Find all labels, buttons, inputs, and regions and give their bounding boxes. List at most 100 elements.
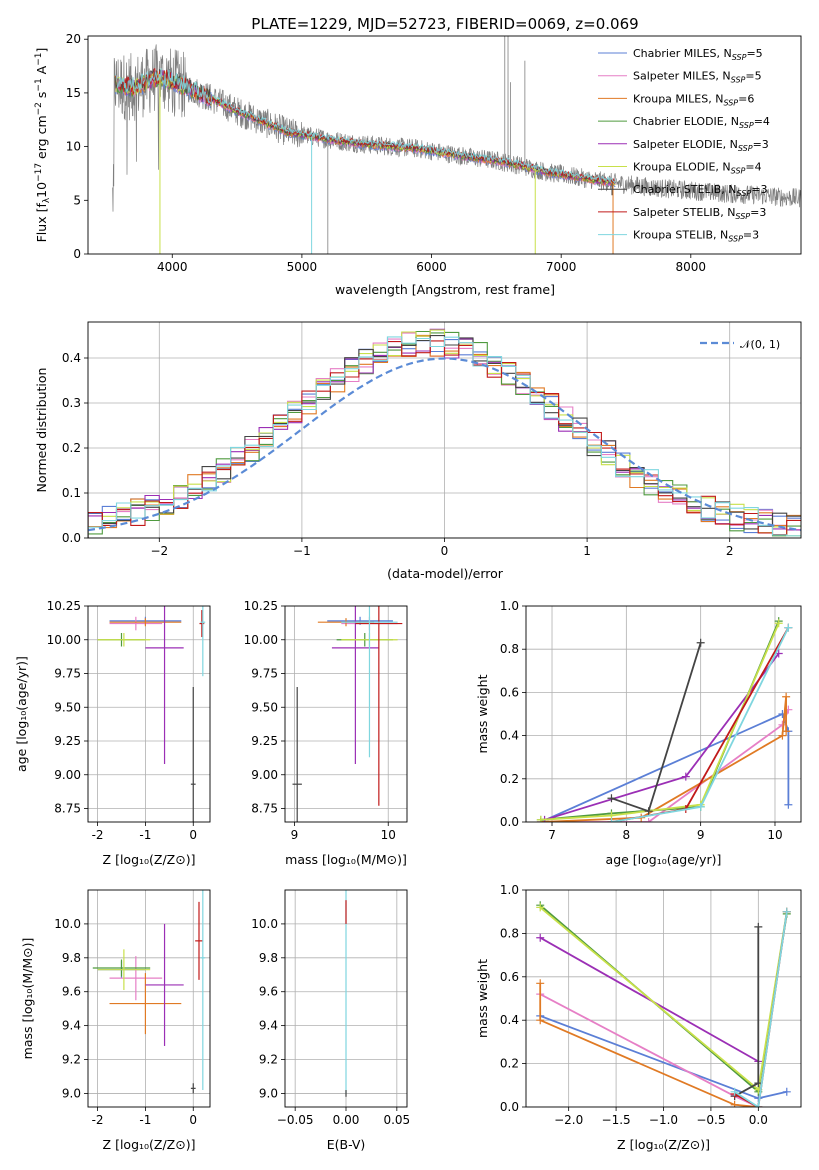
y-tick-label: 9.2 xyxy=(259,1053,278,1067)
weight-marker-kroupa-miles xyxy=(730,1100,739,1107)
x-tick-label: 0.0 xyxy=(749,1113,768,1127)
x-tick-label: 7000 xyxy=(546,260,577,274)
axes-frame xyxy=(87,321,802,539)
legend-subscript: SSP xyxy=(731,76,746,85)
legend-subscript: SSP xyxy=(738,144,753,153)
x-tick-label: 1 xyxy=(583,544,591,558)
y-tick-label: 9.8 xyxy=(62,951,81,965)
y-tick-label: 10 xyxy=(66,140,81,154)
x-tick-label: 10 xyxy=(767,828,782,842)
weight-marker-kroupa-stelib xyxy=(607,818,616,822)
weight-line-salpeter-elodie xyxy=(544,652,780,821)
y-tick-label: 8.75 xyxy=(54,802,81,816)
plot-area xyxy=(88,890,210,1107)
legend-count: =3 xyxy=(750,206,766,219)
plot-area xyxy=(526,890,801,1107)
model-kroupa-stelib-line xyxy=(114,68,616,184)
y-tick-label: 10.00 xyxy=(244,633,278,647)
weight-marker-kroupa-elodie xyxy=(536,903,545,912)
x-axis-label: Z [log₁₀(Z/Z⊙)] xyxy=(617,1137,710,1152)
legend-label-salpeter-miles: Salpeter MILES, NSSP=5 xyxy=(633,70,762,85)
y-tick-label: 0.8 xyxy=(500,926,519,940)
weight-marker-salpeter-elodie xyxy=(536,933,545,942)
legend-label-kroupa-stelib: Kroupa STELIB, NSSP=3 xyxy=(633,229,759,244)
x-tick-label: 4000 xyxy=(157,260,188,274)
x-axis-label: mass [log₁₀(M/M⊙)] xyxy=(285,852,407,867)
weight-line-kroupa-miles xyxy=(539,983,759,1107)
x-tick-label: -2 xyxy=(92,1113,104,1127)
x-axis-label: Z [log₁₀(Z/Z⊙)] xyxy=(103,1137,196,1152)
x-axis-label: E(B-V) xyxy=(327,1137,366,1152)
legend-count: =6 xyxy=(738,92,754,105)
x-tick-label: 0.05 xyxy=(383,1113,410,1127)
x-tick-label: 9 xyxy=(291,828,299,842)
plot-area xyxy=(88,606,210,822)
panel-age-vs-Z: -2 -1 0 8.75 9.00 9.25 9.50 9.75 10.00 10.25 Z [lo… xyxy=(14,599,211,867)
x-tick-label: 0.00 xyxy=(333,1113,360,1127)
x-tick-label: −2.0 xyxy=(554,1113,583,1127)
y-tick-label: 9.6 xyxy=(259,985,278,999)
axes-frame xyxy=(87,35,802,255)
y-tick-label: 0.2 xyxy=(500,1057,519,1071)
legend-subscript: SSP xyxy=(735,212,750,221)
y-tick-label: 9.0 xyxy=(259,1086,278,1100)
weight-marker-salpeter-elodie xyxy=(681,772,690,781)
weight-marker-salpeter-miles xyxy=(644,818,653,822)
y-axis-label: Flux [fλ10−17 erg cm−2 s−1 A−1] xyxy=(34,48,52,243)
x-tick-label: −1.0 xyxy=(649,1113,678,1127)
y-tick-label: 9.8 xyxy=(259,951,278,965)
weight-line-chabrier-stelib xyxy=(611,642,702,813)
x-tick-label: 9 xyxy=(697,828,705,842)
y-tick-label: 0.0 xyxy=(500,1100,519,1114)
y-tick-label: 0.6 xyxy=(500,970,519,984)
y-tick-label: 0.0 xyxy=(62,531,81,545)
axes-frame xyxy=(87,889,211,1108)
x-axis-label: Z [log₁₀(Z/Z⊙)] xyxy=(103,852,196,867)
legend-subscript: SSP xyxy=(731,167,746,176)
y-tick-label: 0.8 xyxy=(500,642,519,656)
weight-line-salpeter-stelib xyxy=(611,627,790,822)
axes-frame xyxy=(525,889,802,1108)
legend-subscript: SSP xyxy=(739,121,754,130)
x-tick-label: 5000 xyxy=(287,260,318,274)
legend-subscript: SSP xyxy=(728,235,743,244)
y-axis-label: mass weight xyxy=(475,674,490,753)
axes-frame xyxy=(284,889,408,1108)
plot-area xyxy=(285,890,407,1107)
panel-weight-vs-Z: −2.0 −1.5 −1.0 −0.5 0.0 0.0 0.2 0.4 0.6 0.8 1.0 Z [… xyxy=(475,883,802,1152)
x-tick-label: 7 xyxy=(548,828,556,842)
legend-subscript: SSP xyxy=(737,189,752,198)
y-tick-label: 9.0 xyxy=(62,1086,81,1100)
plot-area xyxy=(88,322,801,538)
x-tick-label: -1 xyxy=(139,828,151,842)
y-tick-label: 5 xyxy=(73,193,81,207)
legend-count: =4 xyxy=(745,161,761,174)
weight-marker-kroupa-miles xyxy=(782,727,791,736)
y-tick-label: 0 xyxy=(73,247,81,261)
plot-area xyxy=(112,36,801,254)
weight-marker-chabrier-stelib xyxy=(607,794,616,803)
axes-frame xyxy=(284,605,408,823)
weight-marker-chabrier-stelib xyxy=(696,638,705,647)
panel-spectrum: 4000 5000 6000 7000 8000 0 5 10 15 20 wavelength [… xyxy=(34,32,802,297)
weight-line-chabrier-miles xyxy=(540,712,790,822)
x-tick-label: 6000 xyxy=(416,260,447,274)
y-tick-label: 10.0 xyxy=(54,917,81,931)
figure-title: PLATE=1229, MJD=52723, FIBERID=0069, z=0… xyxy=(251,15,638,33)
y-tick-label: 15 xyxy=(66,86,81,100)
y-tick-label: 0.0 xyxy=(500,815,519,829)
y-tick-label: 10.00 xyxy=(47,633,81,647)
x-tick-label: 0 xyxy=(441,544,449,558)
y-tick-label: 1.0 xyxy=(500,883,519,897)
legend-label-kroupa-miles: Kroupa MILES, NSSP=6 xyxy=(633,92,754,107)
y-tick-label: 9.25 xyxy=(251,734,278,748)
weight-marker-chabrier-miles xyxy=(782,1087,791,1096)
hist-kroupa-stelib xyxy=(88,336,801,538)
x-tick-label: −0.5 xyxy=(696,1113,725,1127)
legend-label-chabrier-stelib: Chabrier STELIB, NSSP=3 xyxy=(633,183,767,198)
y-axis-label: mass [log₁₀(M/M⊙)] xyxy=(20,938,35,1060)
axes-frame xyxy=(525,605,802,823)
y-tick-label: 9.6 xyxy=(62,985,81,999)
y-tick-label: 0.1 xyxy=(62,486,81,500)
x-tick-label: 0 xyxy=(189,1113,197,1127)
